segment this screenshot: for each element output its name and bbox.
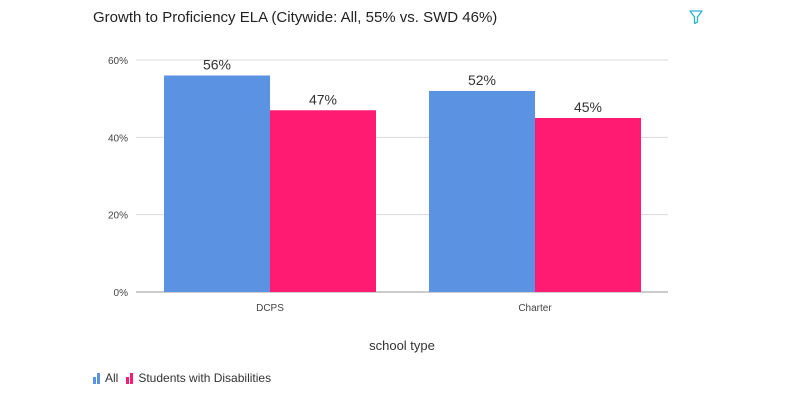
legend-label-swd: Students with Disabilities [138,371,272,385]
bar-chart-icon [126,372,134,384]
bar-charter-swd [535,118,641,292]
filter-icon[interactable] [688,9,704,25]
legend-label-all: All [105,371,119,385]
legend: All Students with Disabilities [93,371,279,385]
y-tick-label: 0% [114,288,129,299]
chart-title: Growth to Proficiency ELA (Citywide: All… [93,9,498,26]
filter-funnel-shape [689,10,703,25]
y-tick-label: 40% [108,133,128,144]
y-tick-label: 20% [108,211,128,222]
legend-item-swd[interactable]: Students with Disabilities [126,371,271,385]
data-label: 56% [203,56,231,72]
x-tick-label: Charter [518,303,552,314]
data-label: 52% [468,72,496,88]
data-label: 47% [309,91,337,107]
bar-dcps-all [164,75,270,292]
bar-charter-all [429,90,535,292]
bar-chart-icon [93,372,101,384]
y-tick-label: 60% [108,56,128,67]
x-axis-title: school type [369,338,435,353]
bar-dcps-swd [270,110,376,293]
x-tick-label: DCPS [256,303,284,314]
legend-item-all[interactable]: All [93,371,118,385]
data-label: 45% [574,99,602,115]
